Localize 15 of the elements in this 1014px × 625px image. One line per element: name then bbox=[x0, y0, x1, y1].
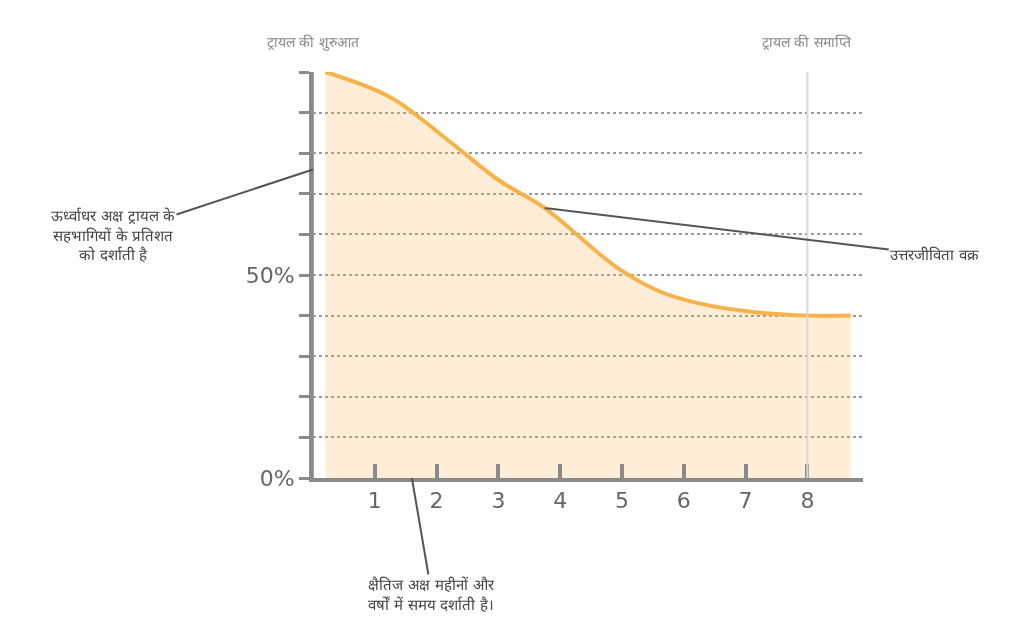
y-tick-label: 50% bbox=[245, 262, 295, 288]
x-tick-label: 2 bbox=[429, 488, 444, 514]
x-tick-label: 7 bbox=[738, 488, 753, 514]
x-tick-label: 6 bbox=[676, 488, 691, 514]
annotation: क्षैतिज अक्ष महीनों और वर्षों में समय दर्शाती है। bbox=[368, 576, 495, 614]
annotation: उत्तरजीविता वक्र bbox=[890, 246, 979, 264]
x-tick-label: 8 bbox=[800, 488, 815, 514]
ref-line-label: ट्रायल की शुरुआत bbox=[267, 34, 360, 51]
y-tick-label: 0% bbox=[259, 465, 295, 491]
x-tick-label: 5 bbox=[614, 488, 629, 514]
x-tick-label: 3 bbox=[491, 488, 506, 514]
x-tick-label: 4 bbox=[553, 488, 568, 514]
ref-line-label: ट्रायल की समाप्ति bbox=[762, 34, 852, 50]
annotation: ऊर्ध्वाधर अक्ष ट्रायल के सहभागियों के प्रतिशत को दर्शाती है bbox=[51, 207, 176, 264]
x-tick-label: 1 bbox=[367, 488, 382, 514]
